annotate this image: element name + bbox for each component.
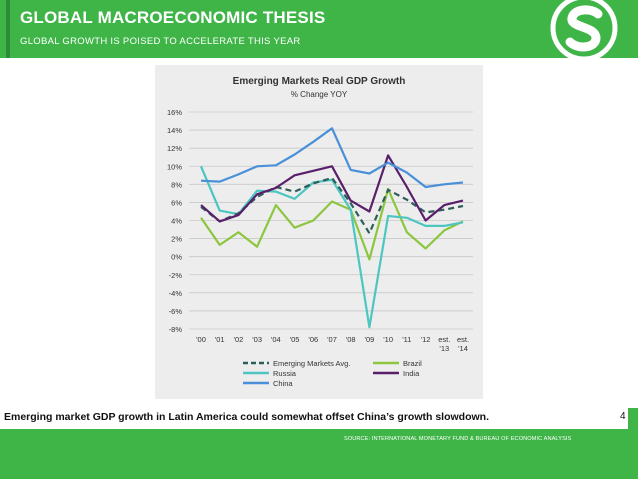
series-line-brazil [200, 187, 464, 261]
y-tick-label: 2% [171, 235, 182, 244]
x-tick-label: '12 [421, 335, 431, 344]
x-tick-label: '08 [346, 335, 356, 344]
y-tick-label: 12% [167, 144, 182, 153]
caption-text: Emerging market GDP growth in Latin Amer… [4, 411, 490, 423]
x-tick-label: '01 [215, 335, 225, 344]
legend-label: India [403, 369, 420, 378]
legend-label: China [273, 379, 293, 388]
y-tick-label: -4% [169, 289, 183, 298]
y-tick-label: 16% [167, 108, 182, 117]
x-tick-label: '09 [365, 335, 375, 344]
legend-label: Russia [273, 369, 297, 378]
x-tick-label: '11 [402, 335, 411, 344]
y-tick-label: 10% [167, 162, 182, 171]
series-line-india [200, 154, 464, 223]
slide-title: GLOBAL MACROECONOMIC THESIS [20, 8, 326, 27]
x-tick-label: est. [438, 335, 450, 344]
legend-label: Emerging Markets Avg. [273, 359, 350, 368]
series-line-china [200, 127, 464, 189]
chart-title: Emerging Markets Real GDP Growth [233, 76, 406, 87]
y-tick-label: -8% [169, 325, 183, 334]
x-tick-label: '03 [252, 335, 262, 344]
s-logo-icon [550, 0, 618, 58]
source-note: SOURCE: INTERNATIONAL MONETARY FUND & BU… [344, 436, 572, 442]
x-tick-label: '04 [271, 335, 281, 344]
x-tick-label: '13 [439, 344, 449, 353]
gdp-growth-chart: Emerging Markets Real GDP Growth % Chang… [167, 76, 473, 388]
x-tick-label: '10 [383, 335, 393, 344]
x-tick-label: '06 [308, 335, 318, 344]
legend-label: Brazil [403, 359, 422, 368]
slide-header [0, 0, 638, 58]
x-tick-label: '07 [327, 335, 337, 344]
y-tick-label: 8% [171, 180, 182, 189]
x-tick-label: '05 [290, 335, 300, 344]
y-tick-label: 14% [167, 126, 182, 135]
slide-subtitle: GLOBAL GROWTH IS POISED TO ACCELERATE TH… [20, 36, 301, 47]
chart-panel: Emerging Markets Real GDP Growth % Chang… [155, 65, 483, 399]
y-tick-label: 6% [171, 198, 182, 207]
caption-strip: Emerging market GDP growth in Latin Amer… [0, 408, 628, 429]
header-accent-bar [6, 0, 10, 58]
y-tick-label: 0% [171, 253, 182, 262]
chart-subtitle: % Change YOY [291, 90, 348, 99]
y-tick-label: 4% [171, 217, 182, 226]
page-number: 4 [620, 411, 626, 422]
x-tick-label: '00 [196, 335, 206, 344]
y-tick-label: -6% [169, 307, 183, 316]
y-tick-label: -2% [169, 271, 183, 280]
x-tick-label: '02 [234, 335, 244, 344]
x-tick-label: est. [457, 335, 469, 344]
x-tick-label: '14 [458, 344, 468, 353]
